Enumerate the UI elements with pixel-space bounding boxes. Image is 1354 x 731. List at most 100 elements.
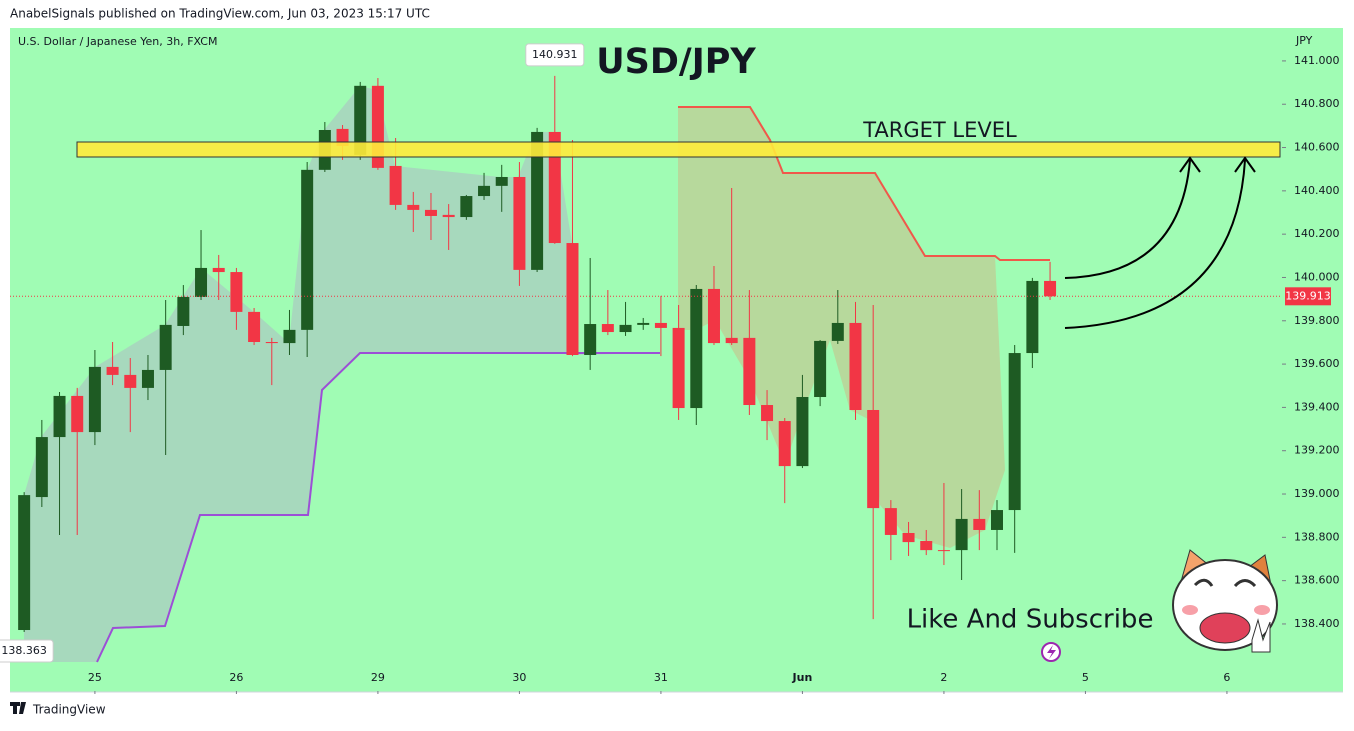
low-callout-box [0, 639, 54, 663]
candle-body [920, 541, 933, 551]
candle-body [53, 395, 66, 438]
candle-body [654, 322, 667, 328]
candle-body [513, 176, 526, 270]
candle-body [902, 532, 915, 543]
arrow [1064, 159, 1191, 279]
candle-body [690, 288, 703, 409]
candle-body [531, 131, 544, 270]
candle-body [124, 374, 137, 388]
candle-body [407, 204, 420, 210]
candle-body [495, 176, 508, 186]
candle-body [778, 421, 791, 467]
x-tick-label: 30 [512, 671, 526, 684]
channel-line [96, 352, 660, 663]
y-tick-label: 138.800 [1294, 530, 1340, 543]
candle-body [707, 288, 720, 344]
high-callout-box [525, 43, 585, 67]
candle-body [248, 311, 261, 343]
y-tick-label: 140.000 [1294, 270, 1340, 283]
y-tick-label: 140.400 [1294, 184, 1340, 197]
candle-body [990, 510, 1003, 530]
candle-body [601, 324, 614, 333]
candle-body [672, 327, 685, 409]
candle-body [265, 342, 278, 344]
candle-body [106, 366, 119, 375]
candle-body [761, 405, 774, 422]
high-callout: 140.931 [532, 48, 578, 61]
chart-title: USD/JPY [596, 42, 756, 82]
subtitle: U.S. Dollar / Japanese Yen, 3h, FXCM [18, 35, 217, 48]
publisher: AnabelSignals published on TradingView.c… [10, 7, 430, 21]
candle-body [743, 337, 756, 406]
candle-body [814, 340, 827, 398]
channel-line [678, 106, 1050, 261]
arrow-head [1179, 156, 1201, 173]
x-tick-label: 31 [654, 671, 668, 684]
y-tick-label: 139.600 [1294, 357, 1340, 370]
candle-body [955, 518, 968, 551]
candle-body [424, 209, 437, 216]
candle-body [831, 322, 844, 341]
x-tick-label: 2 [940, 671, 947, 684]
candle-body [283, 329, 296, 344]
arrow-head [1234, 156, 1256, 173]
logo [10, 702, 26, 714]
candle-body [35, 437, 48, 498]
icon [1047, 645, 1056, 659]
last-price-box [1285, 287, 1331, 306]
x-tick-label: 6 [1223, 671, 1230, 684]
candle-body [195, 267, 208, 297]
candle-body [442, 214, 455, 218]
candle-body [460, 196, 473, 218]
candle-body [230, 272, 243, 312]
y-tick-label: 139.000 [1294, 487, 1340, 500]
candle-body [725, 337, 738, 344]
candle-body [159, 324, 172, 370]
shaded-zone [24, 86, 660, 662]
y-tick-label: 141.000 [1294, 54, 1340, 67]
candle-body [566, 243, 579, 355]
candle-body [867, 409, 880, 509]
y-tick-label: 139.200 [1294, 444, 1340, 457]
candle-body [18, 495, 31, 631]
candle-body [884, 508, 897, 535]
target-label: TARGET LEVEL [862, 118, 1017, 142]
x-tick-label: 5 [1082, 671, 1089, 684]
candle-body [1008, 353, 1021, 511]
x-tick-label: 26 [229, 671, 243, 684]
x-tick-label: 25 [88, 671, 102, 684]
y-tick-label: 138.400 [1294, 617, 1340, 630]
candle-body [548, 131, 561, 244]
arrow [1064, 159, 1246, 329]
cta-text: Like And Subscribe [907, 605, 1154, 635]
candle-body [301, 169, 314, 330]
candle-body [796, 397, 809, 467]
x-tick-label: 29 [371, 671, 385, 684]
y-tick-label: 139.400 [1294, 400, 1340, 413]
candle-body [88, 366, 101, 433]
y-axis-label: JPY [1295, 34, 1313, 47]
candle-body [637, 322, 650, 325]
target-band [76, 141, 1281, 158]
candle-body [177, 296, 190, 326]
candle-body [937, 550, 950, 552]
y-tick-label: 138.600 [1294, 574, 1340, 587]
y-tick-label: 139.800 [1294, 314, 1340, 327]
candle-body [619, 324, 632, 333]
candle-body [212, 267, 225, 273]
candle-body [354, 85, 367, 155]
candle-body [389, 165, 402, 205]
last-price-label: 139.913 [1285, 289, 1331, 302]
x-tick-label: Jun [792, 671, 813, 684]
brand: TradingView [32, 703, 106, 717]
low-callout: 138.363 [1, 644, 47, 657]
candle-body [973, 518, 986, 530]
candle-body [849, 322, 862, 410]
candle-body [141, 369, 154, 388]
candle-body [1044, 280, 1057, 297]
candle-body [71, 395, 84, 433]
y-tick-label: 140.200 [1294, 227, 1340, 240]
candle-body [1026, 280, 1039, 354]
candle-body [584, 324, 597, 355]
